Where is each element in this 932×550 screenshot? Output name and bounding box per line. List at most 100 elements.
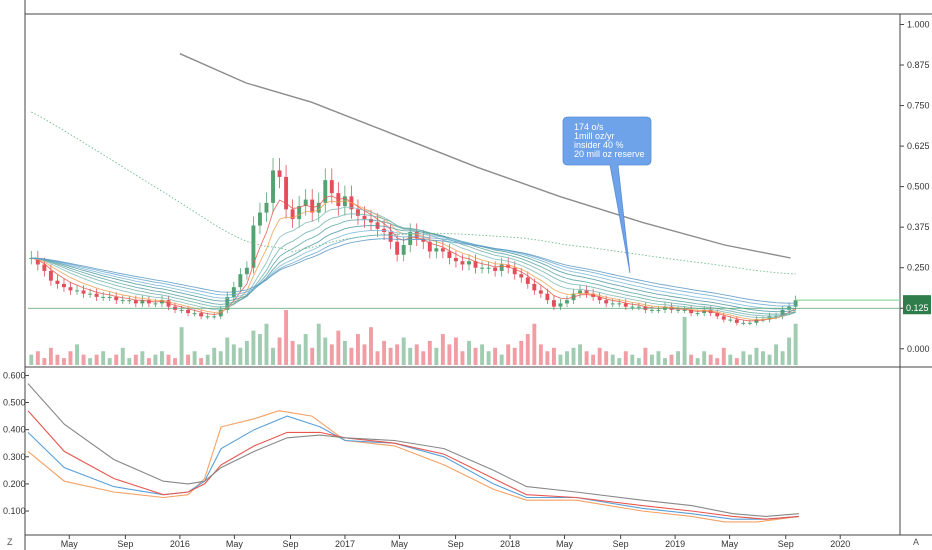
moving-average-line: [31, 200, 796, 320]
candle-body: [460, 261, 465, 265]
candle-body: [734, 319, 739, 323]
candle-body: [101, 296, 106, 298]
candle-body: [434, 248, 439, 252]
volume-bar: [140, 351, 145, 365]
candle-body: [558, 303, 563, 307]
callout-line-4: 20 mill oz reserve: [574, 149, 645, 159]
volume-bar: [636, 358, 641, 365]
candle-body: [728, 319, 733, 321]
osc-tick-label: 0.500: [3, 398, 26, 408]
oscillator-pane[interactable]: [27, 383, 799, 523]
volume-bars: [29, 310, 798, 365]
volume-bar: [310, 347, 315, 365]
log-scale-button[interactable]: Z: [7, 537, 13, 547]
candle-body: [480, 267, 485, 269]
volume-bar: [460, 351, 465, 365]
candle-body: [127, 300, 132, 302]
volume-bar: [493, 347, 498, 365]
volume-bar: [421, 351, 426, 365]
candle-body: [538, 290, 543, 294]
osc-tick-label: 0.200: [3, 479, 26, 489]
volume-bar: [231, 344, 236, 365]
volume-bar: [467, 340, 471, 365]
candle-body: [192, 313, 197, 315]
candle-body: [277, 170, 282, 177]
candle-body: [617, 303, 622, 305]
volume-bar: [486, 351, 491, 365]
volume-bar: [676, 351, 681, 365]
volume-bar: [238, 347, 243, 365]
candle-body: [329, 180, 334, 194]
time-axis[interactable]: May Sep 2016 May Sep 2017 May Sep 2018 May Sep 2019…: [61, 535, 850, 549]
candle-body: [793, 300, 798, 307]
volume-bar: [166, 354, 171, 365]
volume-bar: [669, 354, 674, 365]
volume-bar: [101, 351, 106, 365]
candle-body: [42, 264, 47, 271]
oscillator-axis[interactable]: 0.600 0.500 0.400 0.300 0.200 0.100: [3, 370, 29, 516]
annotation-callout[interactable]: 174 o/s 1mill oz/yr insider 40 % 20 mill…: [562, 116, 652, 274]
current-price-badge: [903, 302, 931, 315]
volume-bar: [571, 347, 576, 365]
candle-body: [702, 309, 707, 314]
candle-body: [584, 290, 589, 294]
candle-body: [29, 257, 34, 259]
time-tick-label: May: [226, 539, 244, 549]
volume-bar: [88, 358, 93, 365]
auto-scale-button[interactable]: A: [913, 537, 919, 547]
long-average-dotted-line: [31, 111, 796, 275]
moving-average-line: [31, 219, 796, 315]
volume-bar: [146, 358, 151, 365]
volume-bar: [179, 327, 184, 365]
volume-bar: [244, 340, 249, 365]
volume-bar: [525, 334, 530, 365]
candle-body: [68, 287, 73, 291]
candle-body: [656, 309, 661, 311]
volume-bar: [414, 344, 419, 365]
z-button-label: Z: [7, 537, 13, 547]
candle-body: [649, 309, 654, 311]
candle-body: [597, 296, 602, 301]
candle-body: [532, 283, 537, 291]
volume-bar: [663, 358, 667, 365]
volume-bar: [81, 354, 86, 365]
candle-body: [212, 316, 217, 318]
candle-body: [754, 319, 759, 323]
volume-bar: [401, 337, 406, 365]
volume-bar: [212, 347, 217, 365]
price-pane[interactable]: [28, 53, 900, 365]
candle-body: [682, 309, 687, 311]
candle-body: [473, 261, 478, 268]
volume-bar: [447, 344, 452, 365]
volume-bar: [277, 337, 282, 365]
volume-bar: [375, 351, 380, 365]
candle-body: [55, 280, 60, 284]
volume-bar: [741, 351, 746, 365]
candle-body: [388, 232, 393, 242]
candle-body: [578, 290, 583, 294]
volume-bar: [578, 344, 583, 365]
candle-body: [545, 293, 550, 301]
candle-body: [271, 170, 275, 203]
volume-bar: [656, 351, 661, 365]
oscillator-series-line: [27, 383, 799, 517]
candle-body: [81, 290, 86, 294]
volume-bar: [649, 354, 654, 365]
callout-bubble: [562, 116, 652, 274]
candle-body: [493, 267, 498, 271]
volume-bar: [747, 354, 752, 365]
time-tick-label: May: [556, 539, 574, 549]
time-tick-label: Sep: [117, 539, 133, 549]
price-tick-label: 0.500: [907, 182, 930, 192]
volume-bar: [303, 334, 308, 365]
volume-bar: [754, 347, 759, 365]
volume-bar: [473, 347, 478, 365]
candle-body: [408, 232, 413, 246]
price-tick-label: 1.000: [907, 19, 930, 29]
volume-bar: [257, 334, 262, 365]
candle-body: [689, 309, 694, 314]
volume-bar: [774, 344, 779, 365]
candle-body: [695, 313, 700, 315]
volume-bar: [427, 340, 432, 365]
volume-bar: [382, 340, 387, 365]
